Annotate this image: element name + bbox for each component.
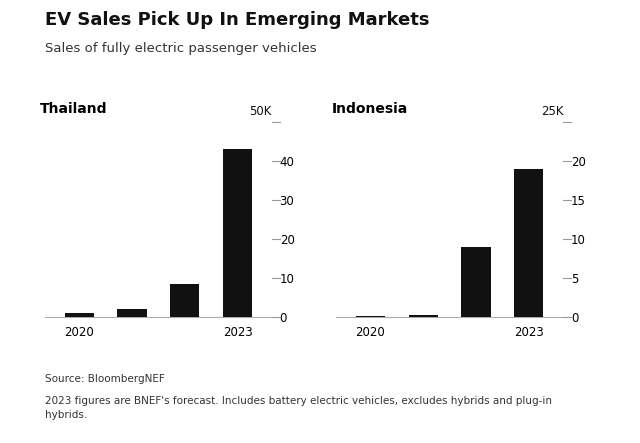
Bar [409,315,438,317]
Bar [65,313,93,317]
Bar [461,247,490,317]
Text: Sales of fully electric passenger vehicles: Sales of fully electric passenger vehicl… [45,42,316,55]
Text: Source: BloombergNEF: Source: BloombergNEF [45,374,164,385]
Text: Indonesia: Indonesia [332,102,408,117]
Text: EV Sales Pick Up In Emerging Markets: EV Sales Pick Up In Emerging Markets [45,11,429,29]
Text: 2023 figures are BNEF's forecast. Includes battery electric vehicles, excludes h: 2023 figures are BNEF's forecast. Includ… [45,396,552,420]
Text: 25K: 25K [541,105,563,118]
Bar [356,315,385,317]
Text: Thailand: Thailand [40,102,108,117]
Bar [170,284,199,317]
Bar [515,169,543,317]
Bar [118,309,147,317]
Bar [223,149,252,317]
Text: 50K: 50K [250,105,272,118]
